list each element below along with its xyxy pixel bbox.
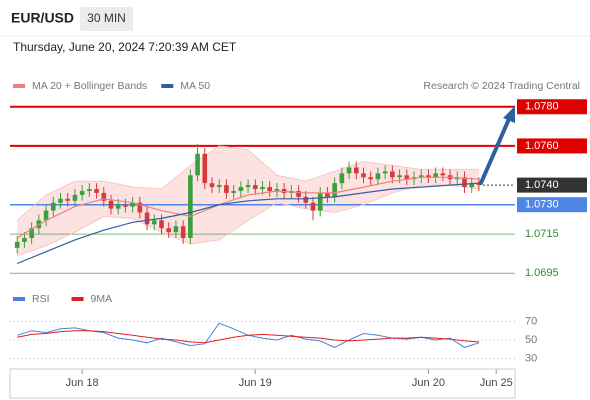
level-label-box xyxy=(517,197,587,213)
candle-body xyxy=(274,189,280,191)
candle-body xyxy=(151,220,157,225)
level-label: 1.0730 xyxy=(525,199,559,211)
indicator-line xyxy=(17,330,479,344)
candle-body xyxy=(404,175,410,180)
candle-body xyxy=(180,226,186,238)
candle-body xyxy=(29,228,34,238)
candle-body xyxy=(123,204,128,207)
x-tick-label: Jun 18 xyxy=(66,377,99,389)
candle-body xyxy=(252,185,258,190)
candle-body xyxy=(462,177,467,188)
legend-swatch xyxy=(161,84,174,88)
legend-label: MA 50 xyxy=(180,80,210,92)
candle-body xyxy=(137,202,143,213)
candle-body xyxy=(469,183,475,188)
candle-body xyxy=(209,183,215,188)
candle-body xyxy=(440,173,446,176)
x-tick-label: Jun 25 xyxy=(480,377,513,389)
candle-body xyxy=(361,173,366,178)
candle-body xyxy=(267,187,273,191)
legend-label: MA 20 + Bollinger Bands xyxy=(32,80,147,92)
candle-body xyxy=(130,202,135,207)
interval-badge xyxy=(80,7,133,31)
candle-body xyxy=(14,241,20,248)
candle-body xyxy=(433,173,438,178)
y-tick-label: 70 xyxy=(525,315,537,327)
projection-arrowhead xyxy=(503,106,515,123)
candle-body xyxy=(368,177,374,180)
interval: 30 MIN xyxy=(87,11,126,25)
bollinger-upper xyxy=(16,145,479,221)
candle-body xyxy=(390,171,395,178)
candle-body xyxy=(108,200,114,209)
candle-body xyxy=(202,153,208,184)
candle-body xyxy=(382,171,388,174)
legend-label: RSI xyxy=(32,293,50,305)
candle-body xyxy=(332,183,337,197)
legend-swatch xyxy=(13,297,25,301)
candle-body xyxy=(87,189,92,191)
candle-body xyxy=(238,187,244,191)
candle-body xyxy=(195,153,200,176)
candle-body xyxy=(50,202,56,211)
candle-body xyxy=(216,185,222,188)
candle-body xyxy=(65,198,71,201)
candle-body xyxy=(224,185,229,193)
last-price-label: 1.0740 xyxy=(525,179,559,191)
candle-body xyxy=(101,192,107,201)
candle-body xyxy=(310,202,316,211)
candle-body xyxy=(166,228,172,233)
candle-body xyxy=(144,212,150,225)
candle-body xyxy=(22,237,27,242)
last-price-box xyxy=(517,177,587,193)
bollinger-lower xyxy=(17,184,479,257)
candle-body xyxy=(43,210,49,221)
candle-body xyxy=(231,190,236,193)
y-tick-label: 50 xyxy=(525,334,537,346)
moving-average xyxy=(16,182,479,265)
candle-body xyxy=(339,173,345,184)
level-label: 1.0695 xyxy=(525,267,559,279)
level-label-box xyxy=(517,138,587,154)
timestamp: Thursday, June 20, 2024 7:20:39 AM CET xyxy=(13,40,237,54)
moving-average xyxy=(16,176,479,239)
x-axis-box xyxy=(9,368,516,399)
x-tick-label: Jun 20 xyxy=(412,377,445,389)
candle-body xyxy=(296,190,301,197)
candle-body xyxy=(79,190,85,195)
candle-body xyxy=(260,187,265,190)
candle-body xyxy=(159,220,164,229)
candle-body xyxy=(325,192,330,197)
candle-body xyxy=(188,175,193,238)
legend-swatch xyxy=(71,297,84,301)
candle-body xyxy=(58,198,63,203)
candle-body xyxy=(375,173,381,180)
level-label: 1.0760 xyxy=(525,140,559,152)
candle-body xyxy=(94,189,99,193)
candle-body xyxy=(346,167,352,174)
level-label: 1.0780 xyxy=(525,101,559,113)
projection-arrow xyxy=(479,117,511,185)
credit: Research © 2024 Trading Central xyxy=(423,80,580,92)
candle-body xyxy=(115,204,121,209)
candle-body xyxy=(173,226,179,233)
candle-body xyxy=(426,175,431,178)
legend-label: 9MA xyxy=(91,293,113,305)
symbol: EUR/USD xyxy=(11,10,74,26)
candle-body xyxy=(245,185,251,188)
candle-body xyxy=(353,167,359,174)
candle-body xyxy=(397,175,402,178)
level-label-box xyxy=(517,99,587,115)
level-label: 1.0715 xyxy=(525,228,559,240)
x-tick-label: Jun 19 xyxy=(239,377,272,389)
candle-body xyxy=(418,175,424,178)
candle-body xyxy=(72,194,78,201)
y-tick-label: 30 xyxy=(525,353,537,365)
candle-body xyxy=(303,196,309,203)
candle-body xyxy=(476,183,482,186)
candle-body xyxy=(317,192,323,211)
legend-swatch xyxy=(13,84,25,88)
